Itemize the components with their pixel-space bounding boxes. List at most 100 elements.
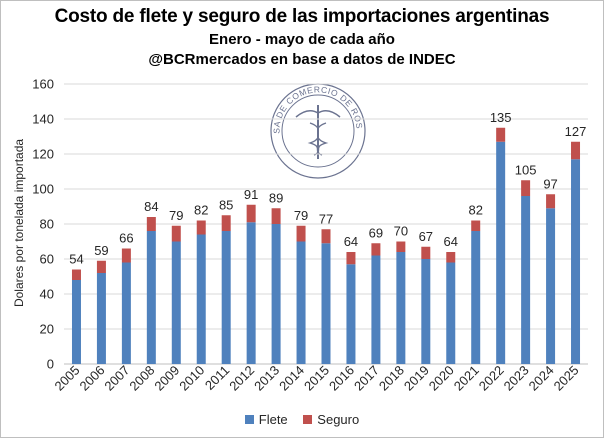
bar-flete-2013 [271,224,281,364]
legend-swatch-flete [244,415,254,424]
bar-seguro-2020 [446,252,456,263]
x-tick-label-2015: 2015 [301,363,332,394]
bar-flete-2023 [521,196,531,364]
y-tick-label: 80 [40,217,54,232]
x-tick-label-2021: 2021 [451,363,482,394]
total-labels: 54 59 66 84 79 82 85 91 89 79 77 64 69 70 67 64 82 135 105… [69,110,586,267]
total-label-2005: 54 [69,252,83,267]
bar-seguro-2009 [171,225,181,242]
y-tick-label: 160 [32,77,54,92]
legend: Flete Seguro [0,412,604,427]
x-tick-label-2019: 2019 [401,363,432,394]
x-tick-label-2016: 2016 [326,363,357,394]
x-tick-label-2010: 2010 [176,363,207,394]
bar-seguro-2010 [196,220,206,235]
bar-seguro-2018 [396,241,406,252]
bar-flete-2015 [321,243,331,364]
y-tick-label: 20 [40,322,54,337]
bar-seguro-2021 [471,220,481,231]
bar-seguro-2014 [296,225,306,242]
x-tick-label-2018: 2018 [376,363,407,394]
x-tick-label-2008: 2008 [126,363,157,394]
x-tick-label-2022: 2022 [476,363,507,394]
x-tick-label-2009: 2009 [151,363,182,394]
y-axis-label: Dolares por tonelada importada [12,139,26,307]
x-tick-label-2011: 2011 [202,363,232,393]
bar-flete-2017 [371,255,381,364]
total-label-2012: 91 [244,187,258,202]
bar-flete-2009 [171,241,181,364]
bar-seguro-2015 [321,229,331,244]
x-tick-label-2006: 2006 [76,363,107,394]
chart-subtitle: Enero - mayo de cada año [209,31,395,48]
bar-flete-2024 [546,208,556,364]
bar-seguro-2012 [246,204,256,223]
total-label-2010: 82 [194,203,208,218]
x-tick-label-2014: 2014 [276,363,307,394]
bar-seguro-2007 [121,248,131,263]
bar-seguro-2011 [221,215,231,231]
bar-seguro-2024 [546,194,556,209]
bar-seguro-2023 [521,180,531,196]
bar-seguro-2019 [421,246,431,259]
seal-wings [295,110,341,118]
x-tick-label-2023: 2023 [501,363,532,394]
x-tick-label-2025: 2025 [551,363,582,394]
total-label-2016: 64 [344,234,358,249]
bolsa-rosario-seal-watermark: BOLSA DE COMERCIO DE ROSARIO [0,0,366,179]
bar-flete-2011 [221,231,231,364]
y-tick-label: 0 [47,357,54,372]
total-label-2015: 77 [319,211,333,226]
x-tick-label-2005: 2005 [52,363,83,394]
bar-seguro-2016 [346,252,356,265]
y-tick-label: 140 [32,112,54,127]
total-label-2022: 135 [490,110,512,125]
x-tick-label-2020: 2020 [426,363,457,394]
total-label-2008: 84 [144,199,158,214]
bar-flete-2010 [196,234,206,364]
x-axis-ticks: 2005200620072008200920102011201220132014… [52,363,582,394]
chart-source-line: @BCRmercados en base a datos de INDEC [148,51,456,68]
x-tick-label-2013: 2013 [251,363,282,394]
x-tick-label-2024: 2024 [526,363,557,394]
bar-seguro-2013 [271,208,281,224]
total-label-2007: 66 [119,231,133,246]
bar-flete-2005 [71,280,81,364]
y-tick-label: 120 [32,147,54,162]
total-label-2014: 79 [294,208,308,223]
total-label-2023: 105 [515,162,537,177]
bar-flete-2006 [96,273,106,364]
x-tick-label-2017: 2017 [351,363,382,394]
seal-serpent-2 [307,122,327,156]
total-label-2021: 82 [468,203,482,218]
total-label-2017: 69 [369,225,383,240]
x-tick-label-2012: 2012 [226,363,257,394]
total-label-2020: 64 [444,234,458,249]
bar-seguro-2017 [371,243,381,256]
x-tick-label-2007: 2007 [101,363,132,394]
total-label-2025: 127 [565,124,587,139]
bar-seguro-2022 [496,127,506,142]
bar-seguro-2005 [71,269,81,280]
bar-seguro-2025 [571,141,581,160]
y-tick-label: 100 [32,182,54,197]
bar-flete-2022 [496,141,506,364]
bar-flete-2025 [571,159,581,364]
bar-flete-2012 [246,222,256,364]
bar-flete-2007 [121,262,131,364]
chart-title: Costo de flete y seguro de las importaci… [54,6,550,27]
total-label-2011: 85 [219,197,233,212]
bars [71,127,581,364]
seal-text: BOLSA DE COMERCIO DE ROSARIO [0,0,365,134]
bar-flete-2021 [471,231,481,364]
legend-item-flete: Flete [244,412,288,427]
total-label-2019: 67 [419,229,433,244]
bar-flete-2019 [421,259,431,364]
total-label-2006: 59 [94,243,108,258]
bar-flete-2014 [296,241,306,364]
bar-flete-2018 [396,252,406,364]
bar-flete-2008 [146,231,156,364]
bar-flete-2020 [446,262,456,364]
total-label-2009: 79 [169,208,183,223]
